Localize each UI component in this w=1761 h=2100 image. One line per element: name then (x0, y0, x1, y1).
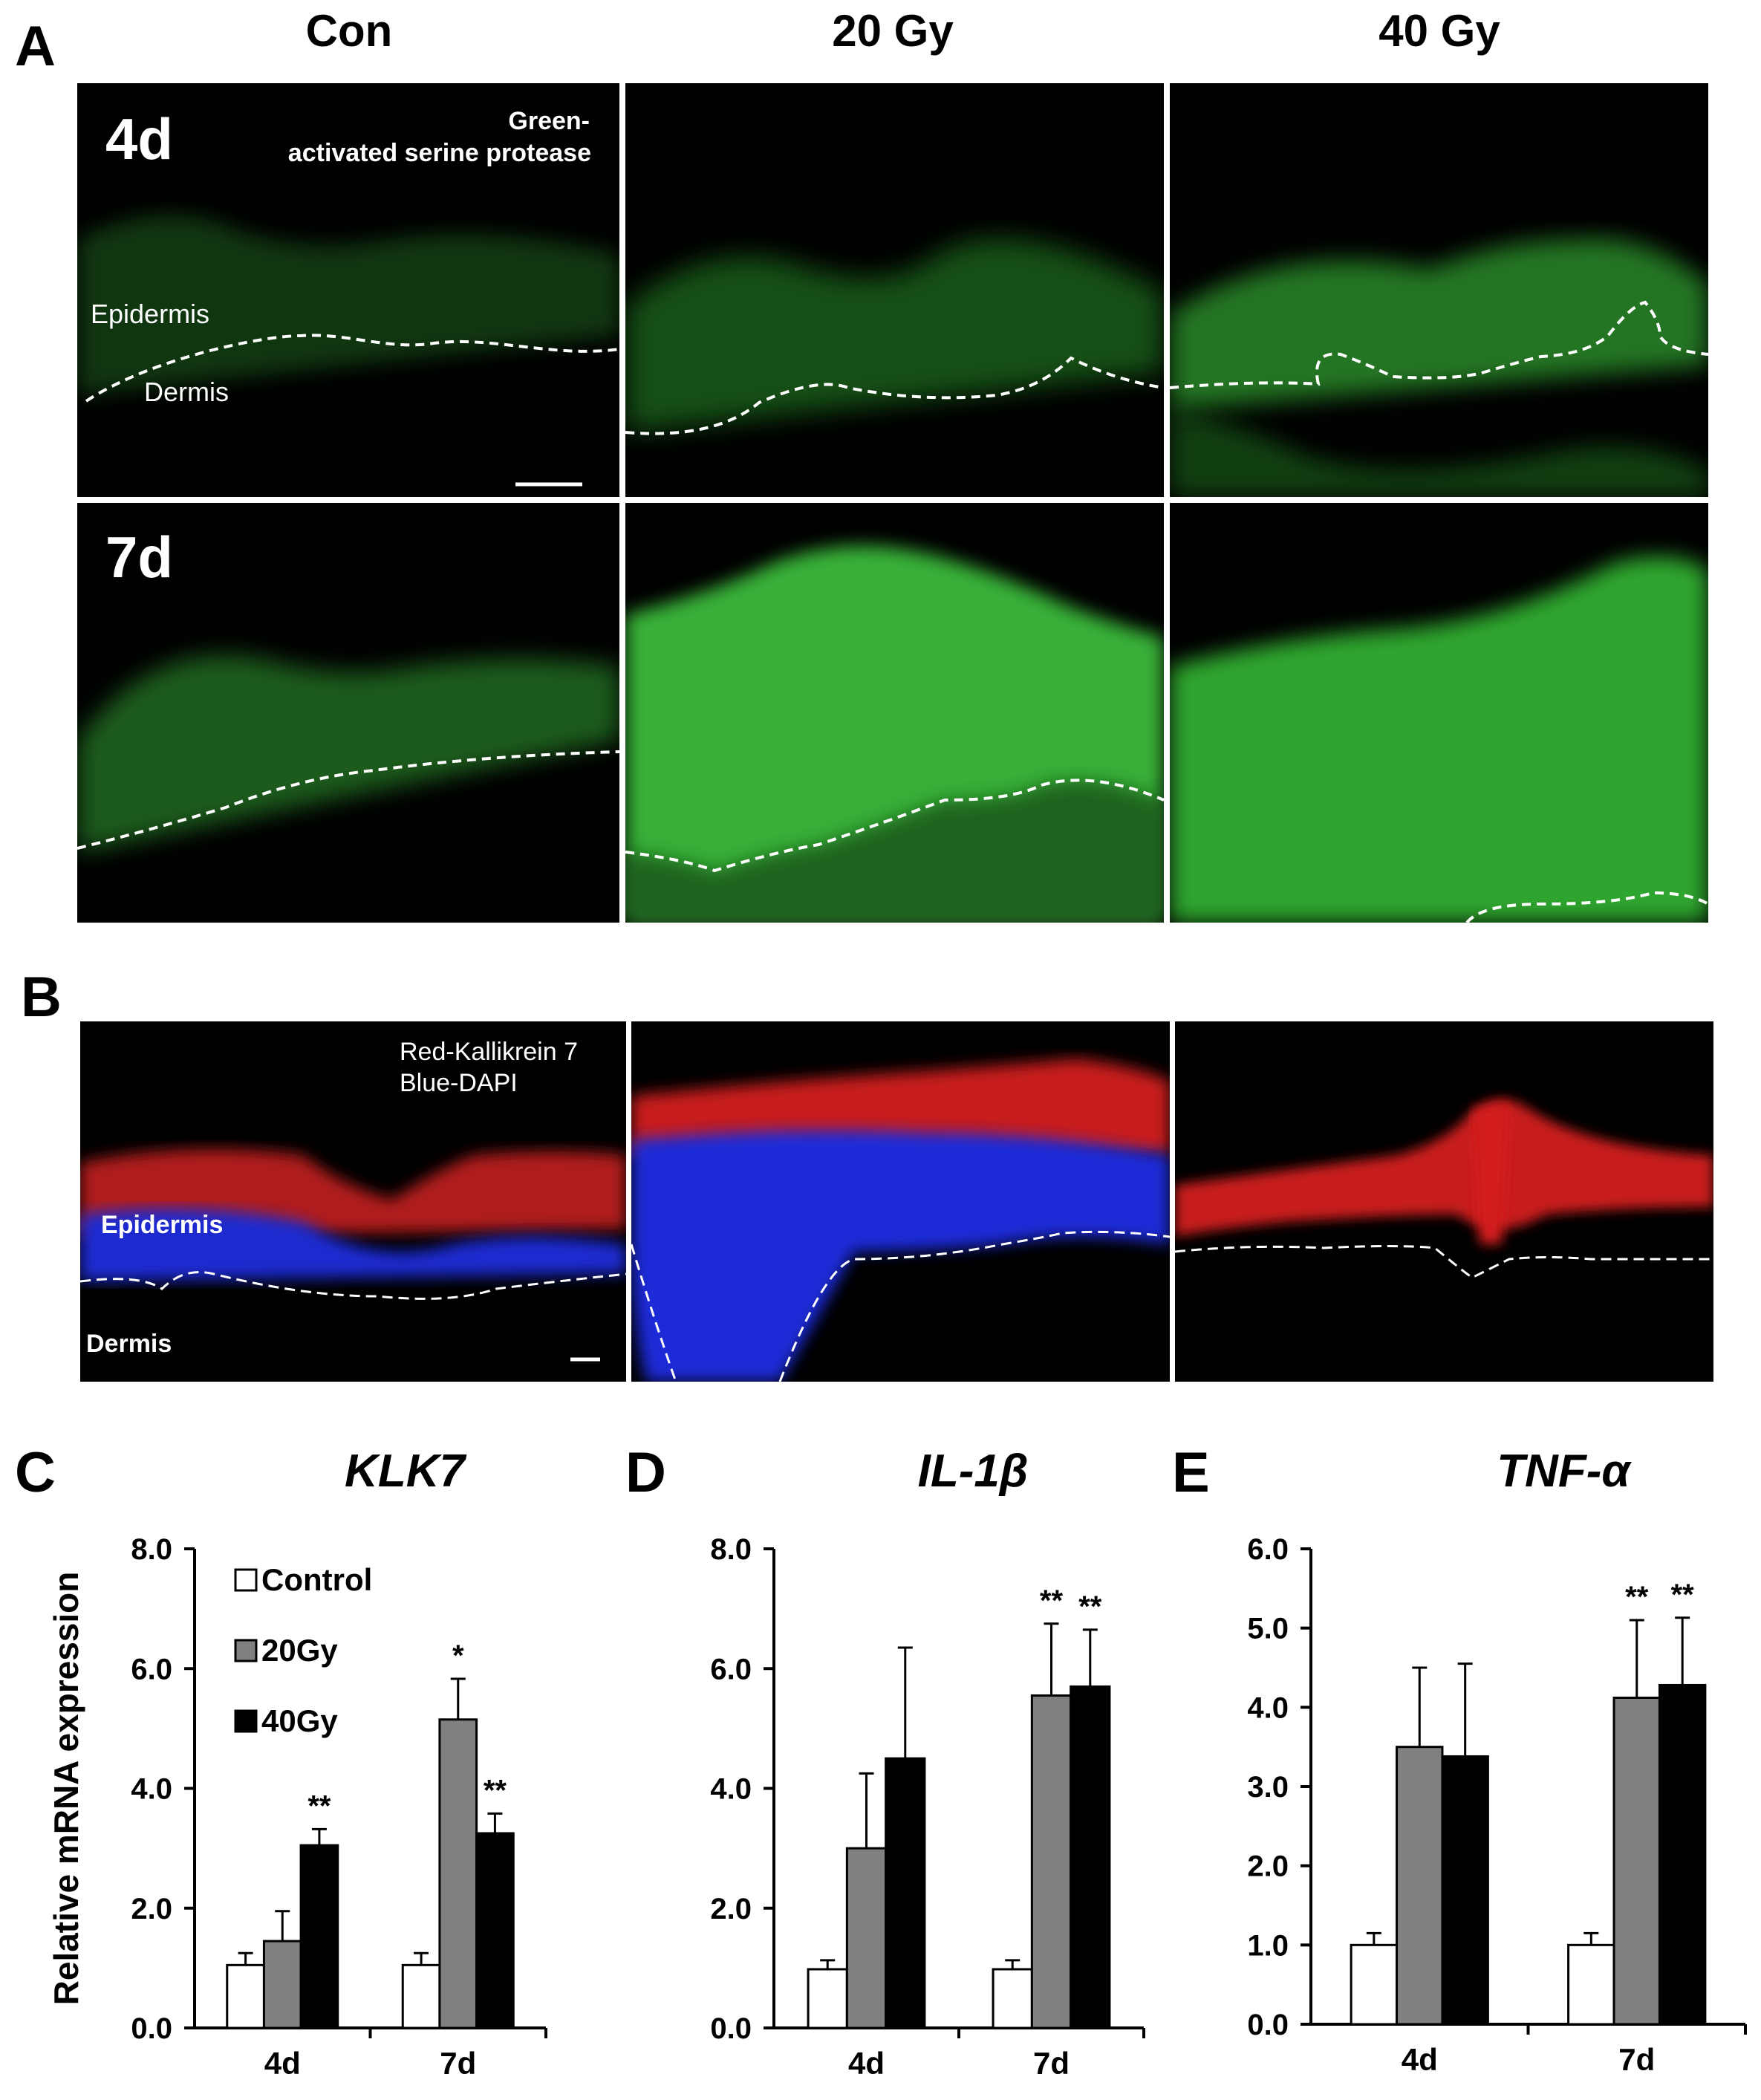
significance-annotation: ** (1040, 1584, 1064, 1617)
bar-40gy-7d (1658, 1683, 1707, 2026)
micrograph-a-4d-40gy (1170, 83, 1708, 497)
y-tick-label: 4.0 (131, 1773, 172, 1806)
legend-label-40gy: 40Gy (261, 1703, 338, 1738)
y-tick-label: 2.0 (131, 1893, 172, 1925)
y-tick-label: 1.0 (1247, 1929, 1289, 1962)
micrograph-a-7d-20gy (625, 503, 1164, 923)
legend-swatch-20gy (234, 1639, 258, 1662)
epidermis-label-b: Epidermis (101, 1211, 224, 1239)
panel-a-letter: A (15, 15, 56, 78)
significance-annotation: ** (484, 1774, 507, 1807)
legend-label-20gy: 20Gy (261, 1633, 338, 1668)
chart-c-title: KLK7 (345, 1446, 465, 1497)
epidermis-label-a: Epidermis (91, 299, 210, 329)
chart-d-title: IL-1β (917, 1446, 1029, 1497)
y-tick-label: 6.0 (1247, 1533, 1289, 1566)
stain-label-red-line1: Red-Kallikrein 7 (400, 1038, 578, 1066)
chart-d: 0.0 2.0 4.0 6.0 8.0 4d 7d ** ** (579, 1515, 1159, 2096)
y-tick-label: 6.0 (131, 1653, 172, 1685)
micrograph-b-20gy (631, 1021, 1170, 1382)
column-header-40gy: 40 Gy (1378, 6, 1500, 56)
bar-20gy-7d (1612, 1697, 1661, 2026)
chart-c: 0.0 2.0 4.0 6.0 8.0 4d ** 7d * ** Relative mRNA ex… (0, 1515, 564, 2096)
y-tick-label: 2.0 (710, 1893, 752, 1925)
dermis-label-a: Dermis (144, 377, 229, 407)
significance-annotation: ** (1671, 1579, 1695, 1611)
bar-40gy-4d (1441, 1755, 1489, 2026)
panel-e-letter: E (1172, 1441, 1210, 1504)
bar-control-4d (1350, 1943, 1399, 2026)
bar-20gy-7d (1030, 1694, 1072, 2029)
column-header-20gy: 20 Gy (832, 6, 954, 56)
x-tick-label: 4d (1402, 2042, 1438, 2077)
row-label-4d: 4d (105, 106, 174, 172)
micrograph-a-7d-con: 7d (77, 503, 619, 923)
bar-20gy-4d (845, 1847, 888, 2029)
micrograph-b-con: Red-Kallikrein 7 Blue-DAPI Epidermis Der… (80, 1021, 626, 1382)
dermis-label-b: Dermis (86, 1330, 172, 1358)
y-axis-label: Relative mRNA expression (47, 1572, 85, 2006)
x-tick-label: 4d (848, 2046, 885, 2081)
legend-swatch-control (234, 1568, 258, 1592)
micrograph-a-4d-con: 4d Green- activated serine protease Epid… (77, 83, 619, 497)
x-tick-label: 7d (440, 2046, 476, 2081)
column-header-con: Con (305, 6, 393, 56)
chart-e-title: TNF-α (1497, 1446, 1630, 1497)
bar-40gy-7d (475, 1832, 515, 2029)
significance-annotation: ** (307, 1789, 331, 1822)
significance-annotation: * (452, 1639, 464, 1672)
panel-d-letter: D (625, 1441, 666, 1504)
stain-label-green-line1: Green- (508, 107, 590, 135)
y-tick-label: 5.0 (1247, 1613, 1289, 1645)
micrograph-a-7d-40gy (1170, 503, 1708, 923)
stain-label-green-line2: activated serine protease (287, 139, 591, 167)
bar-control-4d (226, 1963, 265, 2029)
significance-annotation: ** (1078, 1590, 1102, 1623)
micrograph-b-40gy (1175, 1021, 1713, 1382)
y-tick-label: 8.0 (710, 1533, 752, 1566)
x-tick-label: 7d (1618, 2042, 1655, 2077)
significance-annotation: ** (1625, 1581, 1649, 1613)
y-tick-label: 0.0 (710, 2012, 752, 2045)
bar-20gy-4d (262, 1940, 302, 2029)
panel-c-letter: C (15, 1441, 56, 1504)
y-tick-label: 4.0 (1247, 1691, 1289, 1724)
y-tick-label: 4.0 (710, 1773, 752, 1806)
bar-control-7d (401, 1963, 441, 2029)
legend-swatch-40gy (234, 1709, 258, 1733)
y-tick-label: 0.0 (1247, 2009, 1289, 2041)
x-tick-label: 7d (1033, 2046, 1070, 2081)
bar-control-7d (1567, 1943, 1615, 2026)
y-tick-label: 0.0 (131, 2012, 172, 2045)
y-tick-label: 8.0 (131, 1533, 172, 1566)
legend-label-control: Control (261, 1562, 372, 1597)
y-tick-label: 6.0 (710, 1653, 752, 1685)
panel-b-letter: B (21, 966, 62, 1029)
row-label-7d: 7d (105, 524, 174, 590)
bar-40gy-4d (885, 1757, 926, 2029)
bar-20gy-7d (438, 1718, 478, 2029)
micrograph-a-4d-20gy (625, 83, 1164, 497)
y-tick-label: 2.0 (1247, 1850, 1289, 1883)
chart-e: 0.0 1.0 2.0 3.0 4.0 5.0 6.0 4d 7d ** ** (1159, 1515, 1761, 2096)
x-tick-label: 4d (264, 2046, 301, 2081)
y-tick-label: 3.0 (1247, 1771, 1289, 1804)
bar-control-7d (992, 1968, 1033, 2029)
stain-label-blue-line2: Blue-DAPI (400, 1069, 518, 1097)
bar-control-4d (807, 1968, 848, 2029)
bar-40gy-7d (1070, 1685, 1111, 2029)
bar-40gy-4d (299, 1844, 339, 2029)
bar-20gy-4d (1396, 1746, 1444, 2026)
